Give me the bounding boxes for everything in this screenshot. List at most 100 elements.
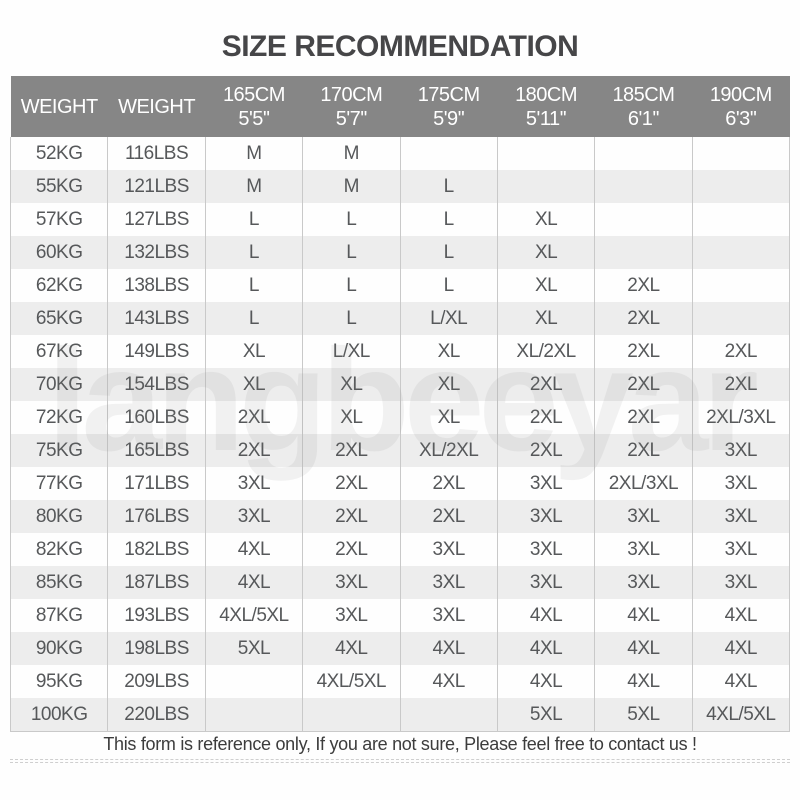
size-cell: [497, 170, 596, 203]
size-cell: XL: [400, 401, 498, 434]
dotted-divider: [10, 759, 790, 763]
size-cell: L: [400, 236, 498, 269]
column-header-label: 165CM 5'5'': [205, 76, 302, 137]
size-cell: 2XL: [594, 335, 693, 368]
size-cell: 4XL/5XL: [302, 665, 401, 698]
weight-lbs-cell: 127LBS: [107, 203, 206, 236]
size-cell: [302, 698, 401, 732]
size-cell: 3XL: [692, 566, 791, 599]
size-cell: XL: [302, 368, 401, 401]
size-cell: 3XL: [692, 533, 791, 566]
size-cell: [692, 236, 791, 269]
size-cell: L: [205, 236, 304, 269]
size-cell: 2XL: [692, 368, 791, 401]
table-row: 70KG 154LBS XL XL XL 2XL 2XL 2XL: [9, 368, 791, 401]
size-cell: L: [302, 269, 401, 302]
size-cell: 4XL: [205, 533, 304, 566]
size-table-header: WEIGHT WEIGHT 165CM 5'5'' 170CM 5'7'' 175CM 5'9…: [10, 76, 790, 137]
size-cell: [594, 236, 693, 269]
column-header-line1: WEIGHT: [20, 95, 99, 118]
weight-lbs-cell: 149LBS: [107, 335, 206, 368]
size-cell: 5XL: [594, 698, 693, 732]
weight-kg-cell: 85KG: [9, 566, 109, 599]
size-cell: 4XL: [594, 632, 693, 665]
size-cell: 4XL: [594, 665, 693, 698]
size-cell: 3XL: [594, 566, 693, 599]
weight-lbs-cell: 209LBS: [107, 665, 206, 698]
size-cell: 4XL: [400, 632, 498, 665]
size-cell: 2XL: [594, 368, 693, 401]
size-cell: 2XL: [302, 467, 401, 500]
size-cell: L: [400, 203, 498, 236]
weight-lbs-cell: 154LBS: [107, 368, 206, 401]
column-header: WEIGHT: [10, 76, 108, 137]
size-cell: 2XL: [594, 269, 693, 302]
size-cell: 3XL: [692, 434, 791, 467]
weight-lbs-cell: 198LBS: [107, 632, 206, 665]
size-cell: XL: [497, 269, 596, 302]
size-cell: 2XL: [497, 434, 596, 467]
size-cell: 3XL: [400, 599, 498, 632]
size-cell: 2XL: [594, 401, 693, 434]
size-cell: L: [400, 170, 498, 203]
size-cell: 4XL: [302, 632, 401, 665]
weight-kg-cell: 55KG: [9, 170, 109, 203]
column-header-line2: 5'7'': [335, 107, 368, 130]
page-title: SIZE RECOMMENDATION: [221, 30, 579, 63]
size-cell: 2XL: [594, 434, 693, 467]
size-cell: 2XL: [205, 401, 304, 434]
weight-lbs-cell: 138LBS: [107, 269, 206, 302]
size-cell: 4XL: [692, 632, 791, 665]
size-cell: XL: [205, 335, 304, 368]
column-header-label: 190CM 6'3'': [692, 76, 789, 137]
weight-kg-cell: 77KG: [9, 467, 109, 500]
size-cell: 4XL: [594, 599, 693, 632]
weight-kg-cell: 72KG: [9, 401, 109, 434]
weight-kg-cell: 52KG: [9, 137, 109, 170]
weight-lbs-cell: 176LBS: [107, 500, 206, 533]
column-header: 165CM 5'5'': [205, 76, 303, 137]
size-cell: XL: [497, 203, 596, 236]
table-row: 80KG 176LBS 3XL 2XL 2XL 3XL 3XL 3XL: [9, 500, 791, 533]
weight-lbs-cell: 182LBS: [107, 533, 206, 566]
column-header-line1: 175CM: [417, 83, 480, 106]
size-cell: 4XL: [692, 665, 791, 698]
table-row: 67KG 149LBS XL L/XL XL XL/2XL 2XL 2XL: [9, 335, 791, 368]
column-header: 180CM 5'11'': [497, 76, 595, 137]
size-cell: 2XL: [400, 500, 498, 533]
size-cell: 3XL: [692, 467, 791, 500]
weight-lbs-cell: 187LBS: [107, 566, 206, 599]
column-header: WEIGHT: [107, 76, 206, 137]
size-cell: M: [302, 170, 401, 203]
weight-lbs-cell: 121LBS: [107, 170, 206, 203]
size-cell: 3XL: [205, 500, 304, 533]
table-row: 65KG 143LBS L L L/XL XL 2XL: [9, 302, 791, 335]
size-cell: XL/2XL: [400, 434, 498, 467]
size-cell: XL: [302, 401, 401, 434]
size-cell: 5XL: [205, 632, 304, 665]
weight-kg-cell: 67KG: [9, 335, 109, 368]
size-cell: L: [302, 236, 401, 269]
size-cell: 2XL: [205, 434, 304, 467]
size-cell: 4XL: [692, 599, 791, 632]
size-cell: 3XL: [594, 500, 693, 533]
size-cell: 3XL: [400, 566, 498, 599]
size-cell: [594, 203, 693, 236]
size-cell: L: [400, 269, 498, 302]
weight-kg-cell: 57KG: [9, 203, 109, 236]
column-header: 190CM 6'3'': [692, 76, 790, 137]
table-row: 75KG 165LBS 2XL 2XL XL/2XL 2XL 2XL 3XL: [9, 434, 791, 467]
size-cell: 4XL: [400, 665, 498, 698]
size-cell: L: [302, 302, 401, 335]
column-header-line1: 190CM: [709, 83, 772, 106]
table-row: 55KG 121LBS M M L: [9, 170, 791, 203]
column-header-line2: 6'1'': [627, 107, 660, 130]
size-cell: 2XL/3XL: [594, 467, 693, 500]
weight-lbs-cell: 143LBS: [107, 302, 206, 335]
size-cell: [692, 302, 791, 335]
weight-kg-cell: 60KG: [9, 236, 109, 269]
column-header-line1: WEIGHT: [118, 95, 196, 118]
column-header-line1: 170CM: [320, 83, 383, 106]
size-cell: 2XL/3XL: [692, 401, 791, 434]
column-header-line1: 185CM: [612, 83, 675, 106]
